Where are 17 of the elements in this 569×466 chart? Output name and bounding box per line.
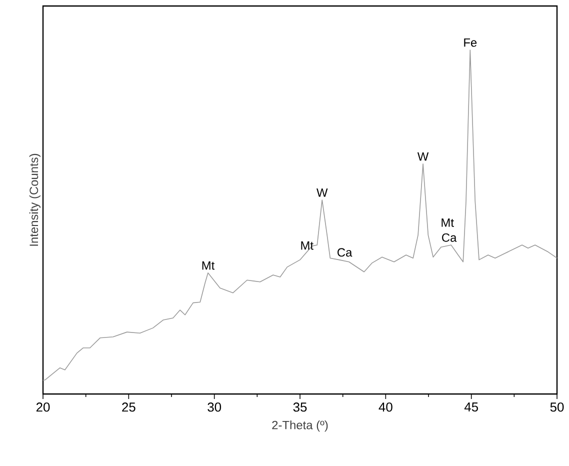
annotation: Mt <box>202 261 215 270</box>
y-axis-title: Intensity (Counts) <box>29 154 40 246</box>
x-axis-title: 2-Theta (º) <box>272 420 328 432</box>
annotation: Mt <box>301 241 314 250</box>
x-tick-label: 50 <box>550 402 564 412</box>
annotation: Fe <box>464 38 477 47</box>
x-tick-label: 45 <box>464 402 478 412</box>
x-tick-label: 35 <box>293 402 307 412</box>
x-tick-label: 25 <box>122 402 136 412</box>
annotation: Ca <box>442 233 457 242</box>
x-tick-label: 20 <box>36 402 50 412</box>
annotation: W <box>316 188 328 197</box>
x-tick-label: 40 <box>378 402 392 412</box>
annotation: W <box>417 152 429 161</box>
x-tick-label: 30 <box>208 402 222 412</box>
annotation: Mt <box>442 218 454 227</box>
annotation: Ca <box>338 248 352 257</box>
